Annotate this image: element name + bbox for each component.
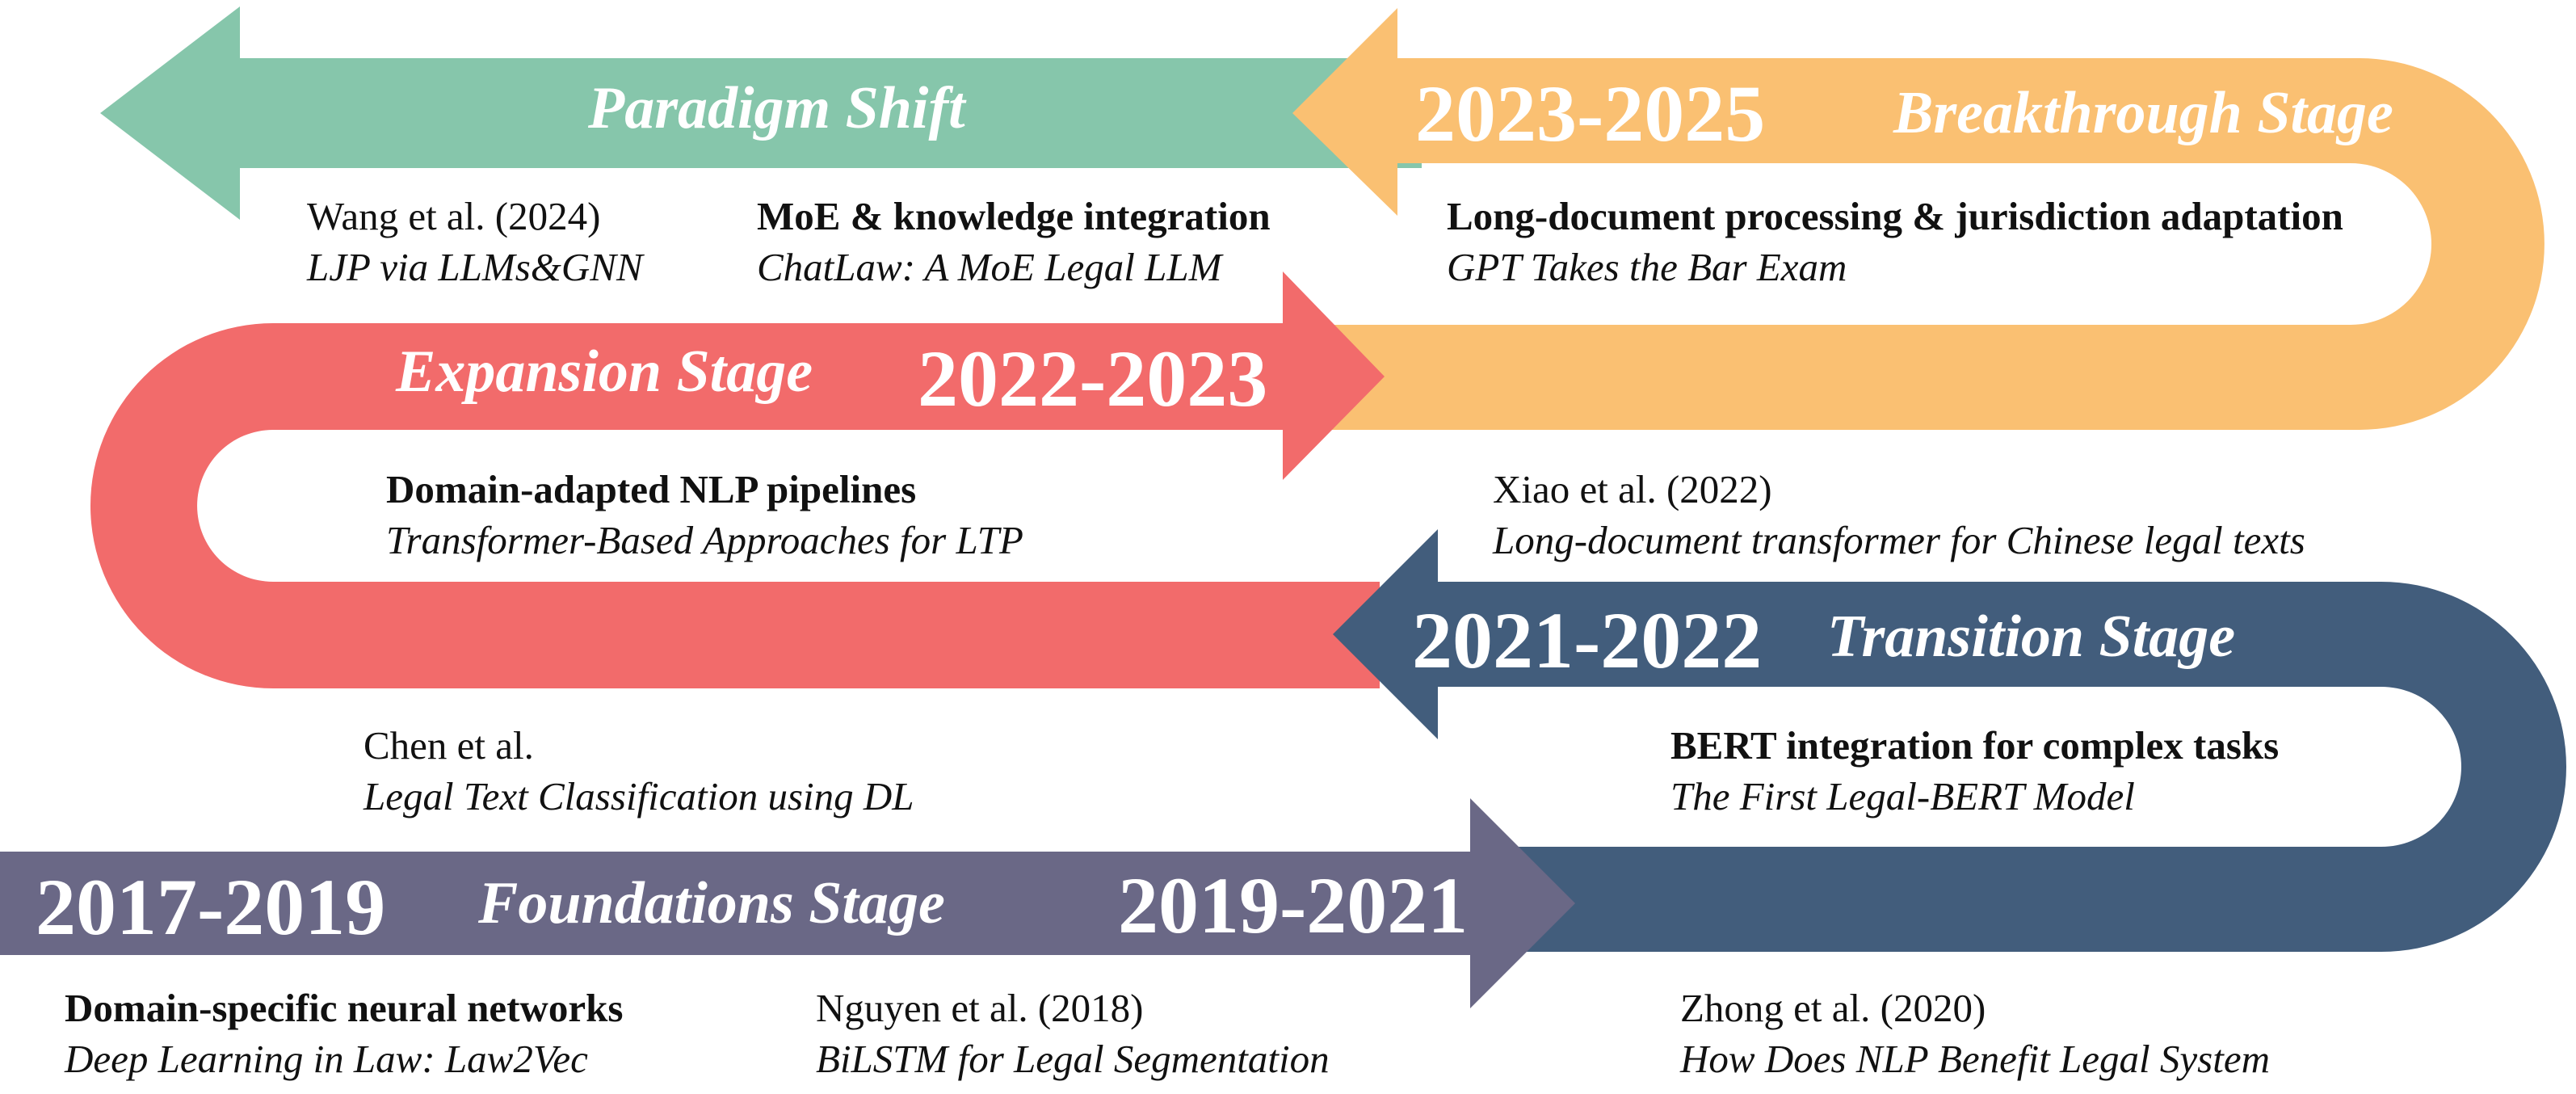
reference-topic: Domain-adapted NLP pipelines xyxy=(386,467,917,511)
reference-author: Xiao et al. (2022) xyxy=(1493,467,1772,511)
foundations-period-end: 2019-2021 xyxy=(1118,860,1469,950)
reference-title: Legal Text Classification using DL xyxy=(363,774,914,818)
reference-title: GPT Takes the Bar Exam xyxy=(1447,245,1847,289)
reference-title: Long-document transformer for Chinese le… xyxy=(1493,518,2305,562)
transition-period: 2021-2022 xyxy=(1412,595,1763,685)
reference-author: Chen et al. xyxy=(363,723,534,768)
reference-title: How Does NLP Benefit Legal System xyxy=(1680,1037,2270,1081)
foundations-period-start: 2017-2019 xyxy=(36,862,386,952)
transition-band xyxy=(1333,529,2566,952)
reference-topic: MoE & knowledge integration xyxy=(757,194,1271,238)
reference-title: The First Legal-BERT Model xyxy=(1670,774,2135,818)
paradigm-arrow xyxy=(100,6,1422,220)
breakthrough-stage-name: Breakthrough Stage xyxy=(1893,80,2393,146)
foundations-stage-name: Foundations Stage xyxy=(478,870,945,936)
transition-stage-name: Transition Stage xyxy=(1827,604,2236,670)
reference-bert: BERT integration for complex tasks The F… xyxy=(1670,726,2279,816)
reference-title: ChatLaw: A MoE Legal LLM xyxy=(757,245,1222,289)
reference-xiao: Xiao et al. (2022) Long-document transfo… xyxy=(1493,469,2305,560)
reference-chatlaw: MoE & knowledge integration ChatLaw: A M… xyxy=(757,196,1271,287)
reference-zhong: Zhong et al. (2020) How Does NLP Benefit… xyxy=(1680,988,2270,1079)
foundations-arrow xyxy=(0,798,1575,1008)
reference-author: Nguyen et al. (2018) xyxy=(816,986,1144,1030)
expansion-band xyxy=(90,271,1385,688)
breakthrough-period: 2023-2025 xyxy=(1415,69,1766,158)
reference-gpt: Long-document processing & jurisdiction … xyxy=(1447,196,2343,287)
reference-author: Zhong et al. (2020) xyxy=(1680,986,1986,1030)
expansion-period: 2022-2023 xyxy=(918,334,1268,423)
reference-law2vec: Domain-specific neural networks Deep Lea… xyxy=(65,988,623,1079)
expansion-stage-name: Expansion Stage xyxy=(396,339,813,405)
paradigm-stage-name: Paradigm Shift xyxy=(588,75,965,141)
reference-wang: Wang et al. (2024) LJP via LLMs&GNN xyxy=(307,196,643,287)
reference-title: Deep Learning in Law: Law2Vec xyxy=(65,1037,588,1081)
reference-topic: Domain-specific neural networks xyxy=(65,986,624,1030)
reference-topic: BERT integration for complex tasks xyxy=(1670,723,2280,768)
reference-chen: Chen et al. Legal Text Classification us… xyxy=(363,726,914,816)
reference-title: LJP via LLMs&GNN xyxy=(307,245,643,289)
reference-title: Transformer-Based Approaches for LTP xyxy=(386,518,1023,562)
reference-domain-nlp: Domain-adapted NLP pipelines Transformer… xyxy=(386,469,1023,560)
breakthrough-band xyxy=(1292,8,2544,430)
reference-author: Wang et al. (2024) xyxy=(307,194,601,238)
reference-topic: Long-document processing & jurisdiction … xyxy=(1447,194,2343,238)
reference-nguyen: Nguyen et al. (2018) BiLSTM for Legal Se… xyxy=(816,988,1330,1079)
reference-title: BiLSTM for Legal Segmentation xyxy=(816,1037,1330,1081)
